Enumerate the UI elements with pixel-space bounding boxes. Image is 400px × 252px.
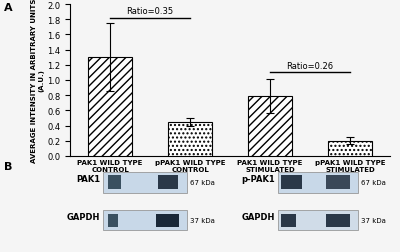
FancyBboxPatch shape [108, 214, 118, 228]
FancyBboxPatch shape [158, 176, 178, 190]
Text: GAPDH: GAPDH [67, 212, 100, 221]
FancyBboxPatch shape [326, 214, 350, 228]
Bar [168, 122, 212, 156]
Text: B: B [4, 161, 12, 171]
Text: GAPDH: GAPDH [242, 212, 275, 221]
FancyBboxPatch shape [108, 176, 121, 190]
Bar [248, 97, 292, 156]
FancyBboxPatch shape [281, 214, 296, 228]
Text: Ratio=0.35: Ratio=0.35 [126, 7, 174, 16]
FancyBboxPatch shape [278, 173, 358, 193]
FancyBboxPatch shape [103, 173, 187, 193]
FancyBboxPatch shape [326, 176, 350, 190]
Text: p-PAK1: p-PAK1 [241, 174, 275, 183]
Y-axis label: AVERAGE INTENSITY IN ARBITRARY UNITS
(A.U.): AVERAGE INTENSITY IN ARBITRARY UNITS (A.… [31, 0, 44, 163]
FancyBboxPatch shape [103, 210, 187, 231]
Text: 67 kDa: 67 kDa [361, 180, 386, 186]
Text: 37 kDa: 37 kDa [190, 217, 214, 224]
Text: PAK1: PAK1 [76, 174, 100, 183]
FancyBboxPatch shape [278, 210, 358, 231]
Text: 37 kDa: 37 kDa [361, 217, 386, 224]
Text: A: A [4, 3, 13, 13]
Text: 67 kDa: 67 kDa [190, 180, 214, 186]
Bar [88, 58, 132, 156]
FancyBboxPatch shape [281, 176, 302, 190]
Bar [328, 141, 372, 156]
Text: Ratio=0.26: Ratio=0.26 [286, 62, 334, 71]
FancyBboxPatch shape [156, 214, 179, 228]
